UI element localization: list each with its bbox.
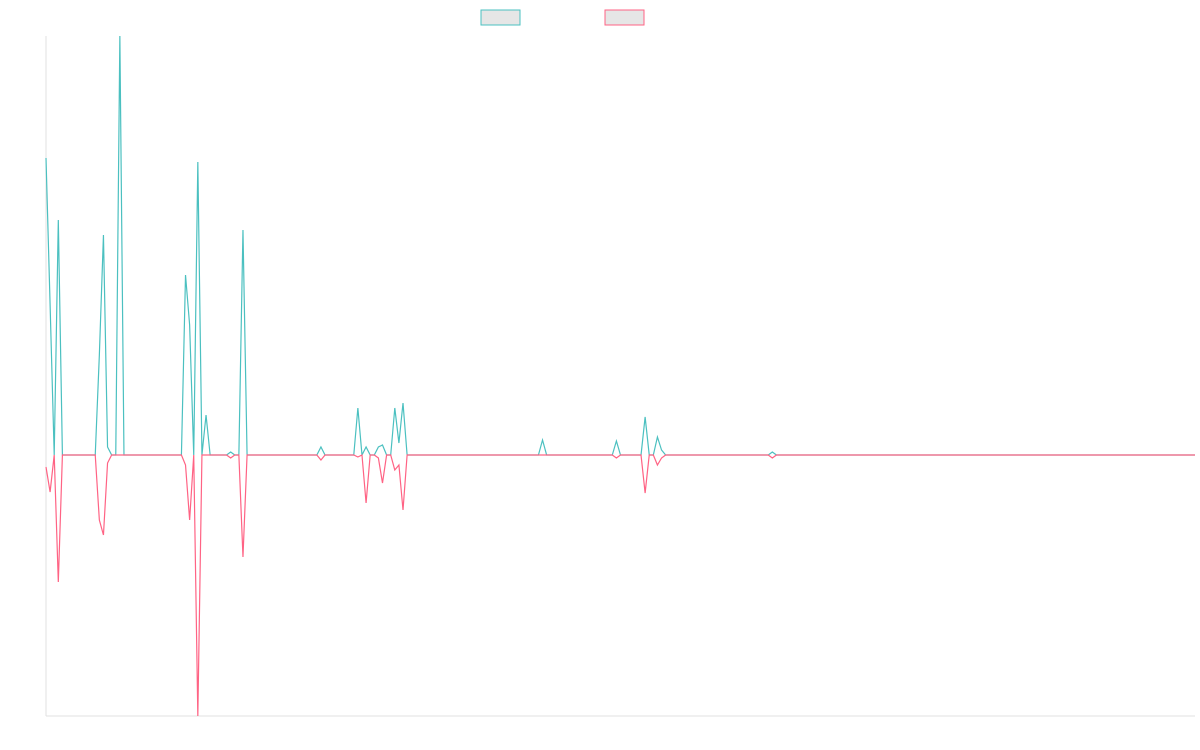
legend-swatch: [480, 9, 521, 26]
series-line: [45, 454, 1195, 717]
series-line: [45, 35, 1195, 458]
legend-swatch: [604, 9, 645, 26]
